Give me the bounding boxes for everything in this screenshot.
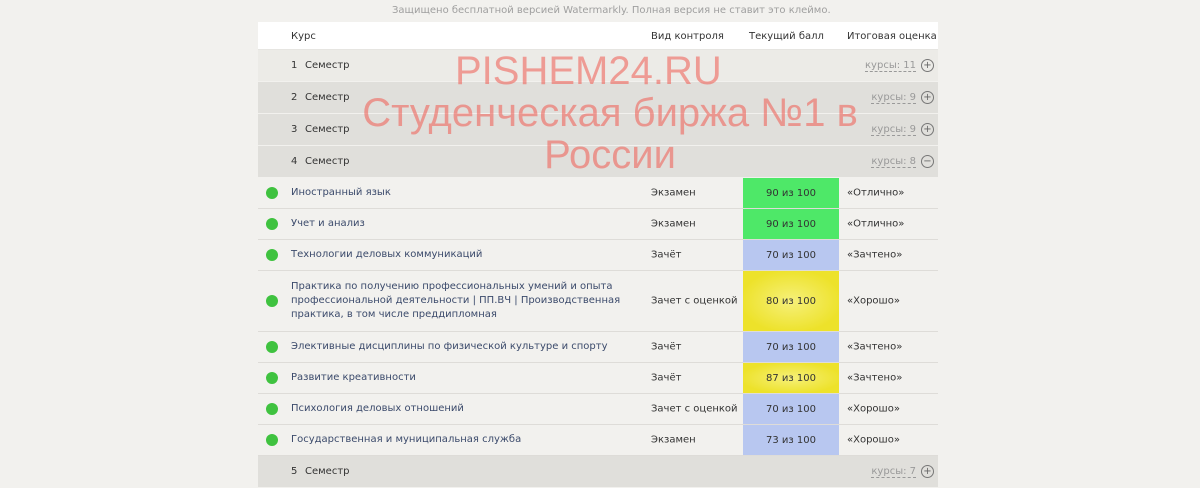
course-name-link[interactable]: Элективные дисциплины по физической куль… — [291, 341, 608, 352]
header-final: Итоговая оценка — [847, 31, 937, 42]
current-score: 90 из 100 — [743, 209, 839, 239]
course-name-link[interactable]: Иностранный язык — [291, 187, 391, 198]
collapse-minus-icon[interactable]: − — [921, 155, 934, 168]
course-row: Практика по получению профессиональных у… — [258, 271, 938, 332]
expand-plus-icon[interactable]: + — [921, 59, 934, 72]
current-score: 80 из 100 — [743, 271, 839, 331]
semester-row[interactable]: 3 Семестр курсы: 9 + — [258, 114, 938, 146]
final-grade: «Зачтено» — [847, 341, 903, 353]
status-dot-icon — [266, 218, 278, 230]
header-score: Текущий балл — [749, 31, 824, 42]
course-name-link[interactable]: Развитие креативности — [291, 372, 416, 383]
table-header: Курс Вид контроля Текущий балл Итоговая … — [258, 22, 938, 50]
final-grade: «Хорошо» — [847, 295, 900, 307]
semester-row[interactable]: 5 Семестр курсы: 7 + — [258, 456, 938, 488]
current-score: 70 из 100 — [743, 394, 839, 424]
semester-number: 4 — [291, 156, 298, 167]
semester-row[interactable]: 1 Семестр курсы: 11 + — [258, 50, 938, 82]
control-type: Экзамен — [651, 434, 696, 446]
control-type: Зачёт — [651, 372, 682, 384]
expand-plus-icon[interactable]: + — [921, 91, 934, 104]
control-type: Зачет с оценкой — [651, 403, 738, 415]
semester-row[interactable]: 4 Семестр курсы: 8 − — [258, 146, 938, 178]
course-name-link[interactable]: Практика по получению профессиональных у… — [291, 281, 621, 320]
course-row: Развитие креативности Зачёт 87 из 100 «З… — [258, 363, 938, 394]
final-grade: «Хорошо» — [847, 403, 900, 415]
current-score: 70 из 100 — [743, 240, 839, 270]
course-row: Технологии деловых коммуникаций Зачёт 70… — [258, 240, 938, 271]
control-type: Экзамен — [651, 218, 696, 230]
control-type: Зачёт — [651, 341, 682, 353]
course-name-link[interactable]: Государственная и муниципальная служба — [291, 434, 522, 445]
semester-number: 1 — [291, 60, 298, 71]
course-row: Иностранный язык Экзамен 90 из 100 «Отли… — [258, 178, 938, 209]
final-grade: «Зачтено» — [847, 249, 903, 261]
watermark-slogan: Студенческая биржа №1 в России — [362, 91, 858, 177]
final-grade: «Отлично» — [847, 187, 905, 199]
status-dot-icon — [266, 434, 278, 446]
course-name-link[interactable]: Психология деловых отношений — [291, 403, 464, 414]
watermark-footer: Защищено бесплатной версией Watermarkly.… — [392, 5, 831, 16]
current-score: 73 из 100 — [743, 425, 839, 455]
control-type: Зачет с оценкой — [651, 295, 738, 307]
semester-label: Семестр — [305, 124, 350, 135]
course-count-link[interactable]: курсы: 11 — [865, 60, 916, 72]
semester-number: 3 — [291, 124, 298, 135]
semester-label: Семестр — [305, 156, 350, 167]
status-dot-icon — [266, 249, 278, 261]
status-dot-icon — [266, 187, 278, 199]
header-control: Вид контроля — [651, 31, 724, 42]
expand-plus-icon[interactable]: + — [921, 465, 934, 478]
watermark-site: PISHEM24.RU — [455, 49, 722, 93]
course-count-link[interactable]: курсы: 9 — [871, 124, 916, 136]
course-count-link[interactable]: курсы: 9 — [871, 92, 916, 104]
current-score: 87 из 100 — [743, 363, 839, 393]
final-grade: «Хорошо» — [847, 434, 900, 446]
course-name-link[interactable]: Технологии деловых коммуникаций — [291, 249, 483, 260]
course-row: Элективные дисциплины по физической куль… — [258, 332, 938, 363]
course-row: Учет и анализ Экзамен 90 из 100 «Отлично… — [258, 209, 938, 240]
course-count-link[interactable]: курсы: 7 — [871, 466, 916, 478]
course-row: Психология деловых отношений Зачет с оце… — [258, 394, 938, 425]
status-dot-icon — [266, 403, 278, 415]
semester-number: 5 — [291, 466, 298, 477]
final-grade: «Отлично» — [847, 218, 905, 230]
semester-row[interactable]: 2 Семестр курсы: 9 + — [258, 82, 938, 114]
control-type: Зачёт — [651, 249, 682, 261]
status-dot-icon — [266, 372, 278, 384]
grades-table: Курс Вид контроля Текущий балл Итоговая … — [258, 22, 938, 488]
course-row: Государственная и муниципальная служба Э… — [258, 425, 938, 456]
semester-label: Семестр — [305, 92, 350, 103]
semester-label: Семестр — [305, 60, 350, 71]
semester-number: 2 — [291, 92, 298, 103]
current-score: 70 из 100 — [743, 332, 839, 362]
semester-label: Семестр — [305, 466, 350, 477]
current-score: 90 из 100 — [743, 178, 839, 208]
status-dot-icon — [266, 295, 278, 307]
course-count-link[interactable]: курсы: 8 — [871, 156, 916, 168]
expand-plus-icon[interactable]: + — [921, 123, 934, 136]
header-course: Курс — [291, 31, 316, 42]
final-grade: «Зачтено» — [847, 372, 903, 384]
course-name-link[interactable]: Учет и анализ — [291, 218, 365, 229]
control-type: Экзамен — [651, 187, 696, 199]
status-dot-icon — [266, 341, 278, 353]
